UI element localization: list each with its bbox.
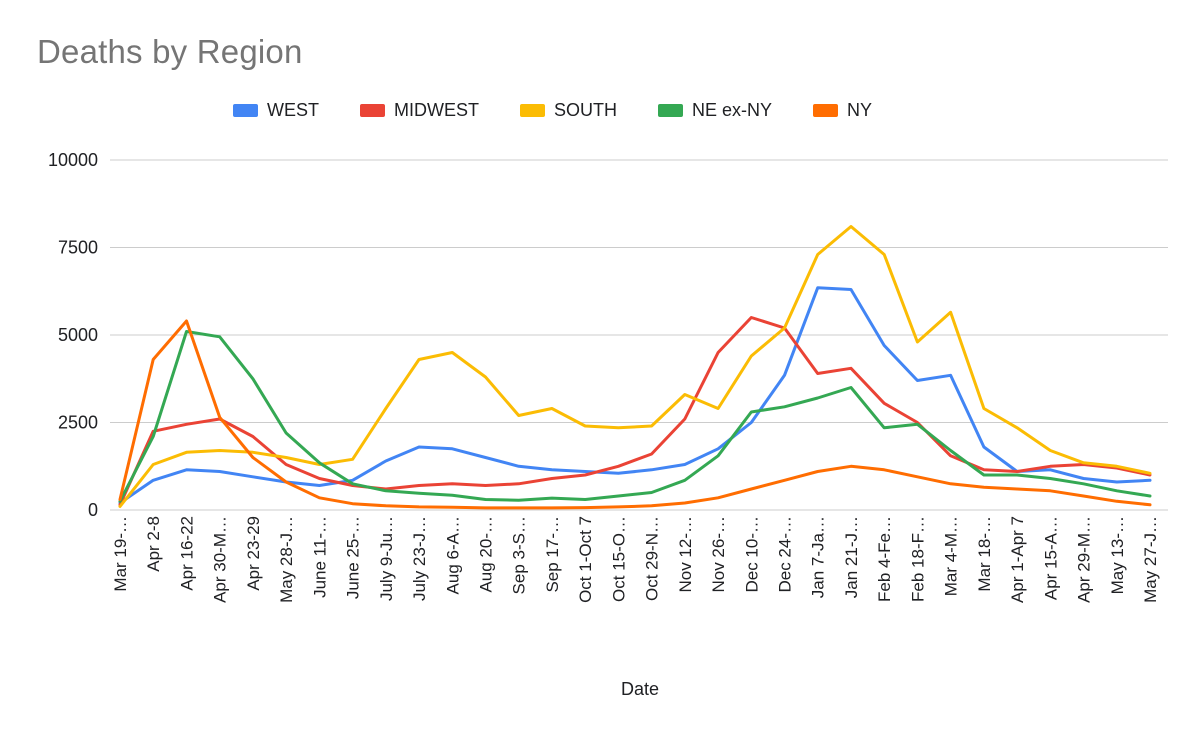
x-tick-label: Feb 4-Fe… bbox=[875, 516, 894, 602]
x-tick-label: Oct 29-N… bbox=[643, 516, 662, 601]
x-tick-label: Jan 7-Ja… bbox=[809, 516, 828, 598]
x-tick-label: Aug 6-A… bbox=[443, 516, 462, 594]
y-tick-label: 5000 bbox=[58, 325, 98, 345]
series-line-ny bbox=[118, 319, 1152, 510]
x-tick-label: May 28-J… bbox=[277, 516, 296, 603]
x-tick-label: Apr 2-8 bbox=[144, 516, 163, 572]
legend-swatch-west bbox=[233, 104, 258, 117]
y-tick-label: 2500 bbox=[58, 413, 98, 433]
x-tick-label: Jan 21-J… bbox=[842, 516, 861, 598]
x-tick-label: Dec 24-… bbox=[776, 516, 795, 593]
legend-item-ny: NY bbox=[813, 100, 872, 121]
x-tick-label: Feb 18-F… bbox=[908, 516, 927, 602]
chart-title: Deaths by Region bbox=[37, 33, 303, 70]
x-tick-label: May 27-J… bbox=[1141, 516, 1160, 603]
legend-swatch-south bbox=[520, 104, 545, 117]
legend-item-ne-ex-ny: NE ex-NY bbox=[658, 100, 772, 121]
x-tick-label: Apr 1-Apr 7 bbox=[1008, 516, 1027, 603]
x-tick-label: Aug 20-… bbox=[477, 516, 496, 593]
x-tick-label: June 25-… bbox=[344, 516, 363, 599]
x-tick-label: Apr 16-22 bbox=[178, 516, 197, 591]
x-tick-label: Apr 15-A… bbox=[1041, 516, 1060, 600]
series-line-ne-ex-ny bbox=[118, 330, 1152, 503]
x-tick-label: Nov 12-… bbox=[676, 516, 695, 593]
legend-label-ny: NY bbox=[847, 100, 873, 120]
x-tick-label: Nov 26-… bbox=[709, 516, 728, 593]
series-line-west bbox=[118, 286, 1152, 505]
legend-swatch-ne-ex-ny bbox=[658, 104, 683, 117]
x-axis-title: Date bbox=[620, 679, 660, 699]
legend-item-south: SOUTH bbox=[520, 100, 617, 121]
legend-swatch-ny bbox=[813, 104, 839, 117]
x-tick-label: Dec 10-… bbox=[742, 516, 761, 593]
x-tick-label: June 11-… bbox=[310, 516, 329, 598]
legend-item-midwest: MIDWEST bbox=[360, 100, 479, 121]
legend-label-west: WEST bbox=[267, 100, 319, 120]
x-tick-label: May 13-… bbox=[1108, 516, 1127, 594]
x-tick-label: Apr 23-29 bbox=[244, 516, 263, 591]
x-tick-label: July 23-J… bbox=[410, 516, 429, 601]
x-tick-label: Apr 30-M… bbox=[211, 516, 230, 603]
x-tick-label: Sep 3-S… bbox=[510, 516, 529, 594]
x-tick-label: Mar 18-… bbox=[975, 516, 994, 592]
legend-swatch-midwest bbox=[360, 104, 385, 117]
x-tick-label: July 9-Ju… bbox=[377, 516, 396, 601]
x-tick-label: Mar 4-M… bbox=[942, 516, 961, 596]
legend-label-midwest: MIDWEST bbox=[394, 100, 479, 120]
legend-label-ne-ex-ny: NE ex-NY bbox=[692, 100, 773, 120]
x-tick-label: Apr 29-M… bbox=[1075, 516, 1094, 603]
legend-label-south: SOUTH bbox=[554, 100, 617, 120]
y-tick-label: 0 bbox=[88, 500, 98, 520]
y-tick-label: 10000 bbox=[48, 150, 98, 170]
x-tick-label: Sep 17-… bbox=[543, 516, 562, 593]
legend-item-west: WEST bbox=[233, 100, 319, 121]
x-tick-label: Oct 1-Oct 7 bbox=[576, 516, 595, 603]
legend: WEST MIDWEST SOUTH NE ex-NY NY bbox=[0, 100, 1200, 121]
series-line-midwest bbox=[118, 316, 1152, 507]
x-tick-label: Mar 19-… bbox=[111, 516, 130, 592]
series-line-south bbox=[118, 225, 1152, 508]
y-tick-label: 7500 bbox=[58, 238, 98, 258]
x-tick-label: Oct 15-O… bbox=[609, 516, 628, 602]
